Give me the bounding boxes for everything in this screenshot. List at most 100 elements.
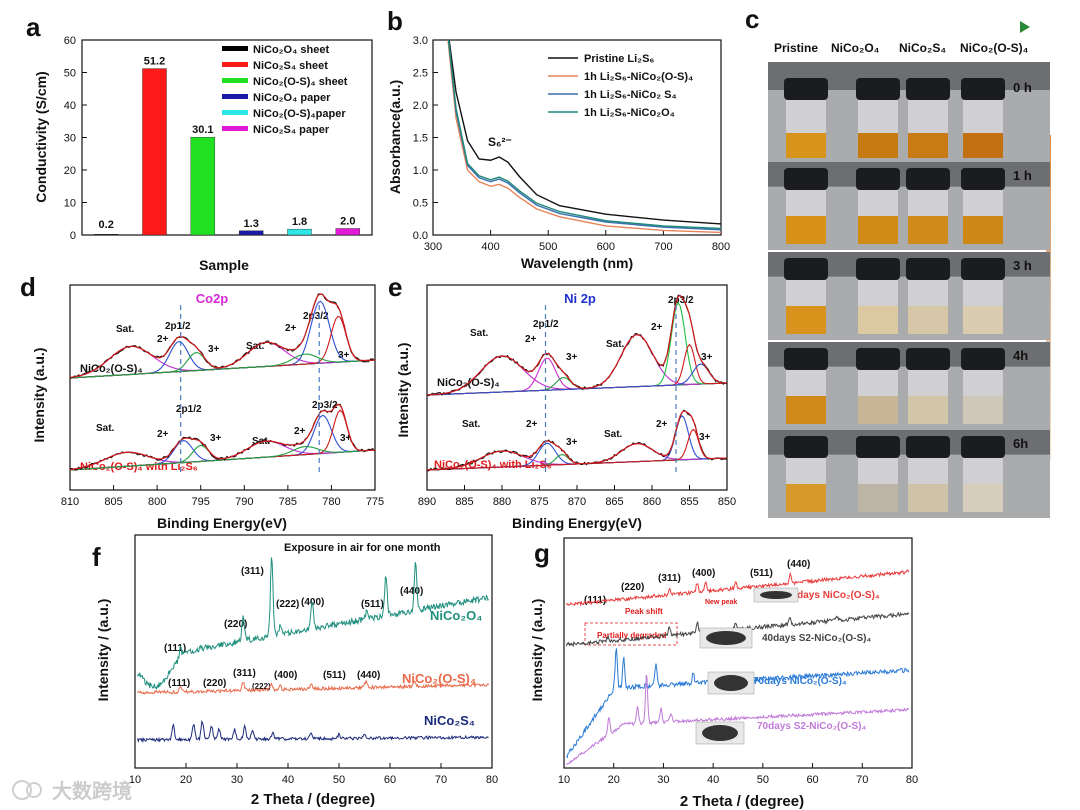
panel-label-g: g [534,538,550,568]
chart-a-legend-entry: NiCo₂S₄ sheet [253,60,328,72]
vial-cap [784,168,828,190]
xps-xtick-label: 795 [192,496,210,508]
xps-fit-envelope [426,294,728,396]
chart-a-ytick-label: 40 [64,100,76,112]
chart-d-peak-label: 3+ [338,350,350,361]
chart-g-series-label: 70days NiCo₂(O-S)₄ [753,676,847,687]
xps-fit-envelope [69,403,376,471]
chart-g-xrd-trace [566,674,910,765]
panel-label-c: c [745,4,759,34]
chart-b-legend-entry: Pristine Li₂S₆ [584,53,654,65]
chart-a-legend-entry: NiCo₂O₄ paper [253,92,331,104]
chart-g-xrd-trace [566,569,910,607]
chart-e-peak-label: 2+ [651,322,663,333]
chart-a-legend-entry: NiCo₂O₄ sheet [253,44,329,56]
panel-label-a: a [26,12,41,42]
chart-b-xlabel: Wavelength (nm) [521,255,633,271]
chart-g-plane: (220) [621,582,644,593]
chart-f-plane: (222) [276,599,299,610]
vial-solution [908,133,948,158]
chart-f-xlabel: 2 Theta / (degree) [251,791,375,808]
xps-xtick-label: 805 [104,496,122,508]
chart-d-peak-label: 2p3/2 [303,311,329,322]
time-label: 1 h [1013,168,1032,183]
xps-fit-envelope [69,293,376,379]
chart-e-peak-label: Sat. [462,419,481,430]
chart-a-legend-swatch [222,62,248,67]
chart-d-peak-label: 2p3/2 [312,400,338,411]
chart-a-legend-entry: NiCo₂(O-S)₄paper [253,108,346,120]
xps-xtick-label: 855 [680,496,698,508]
vial-solution [963,396,1003,424]
xps-fit-component [69,446,376,471]
chart-g-xtick-label: 20 [608,774,620,786]
chart-g-note: Peak shift [625,607,663,616]
xps-xtick-label: 890 [418,496,436,508]
xps-xtick-label: 880 [493,496,511,508]
chart-f-xtick-label: 40 [282,774,294,786]
vial-cap [784,436,828,458]
chart-f-plane: (400) [274,670,297,681]
chart-g-degraded-box [584,622,678,646]
chart-b-xtick-label: 400 [481,241,499,253]
vial-cap [961,348,1005,370]
chart-f-xrd-trace [137,680,490,695]
chart-f-series-label: NiCo₂S₄ [424,713,475,728]
vial-cap [961,78,1005,100]
vial-solution [786,396,826,424]
chart-f-plane: (111) [168,678,190,689]
chart-e: Intensity (a.u.) Binding Energy(eV) Ni 2… [395,284,736,531]
chart-e-peak-label: 3+ [566,437,578,448]
chart-b-xtick-label: 500 [539,241,557,253]
vial-solution [858,396,898,424]
time-label: 0 h [1013,80,1032,95]
chart-g-series-label: 40days NiCo₂(O-S)₄ [786,590,880,601]
chart-a-xlabel: Sample [199,257,249,273]
chart-b-series-line [447,39,722,230]
chart-e-peak-label: 2+ [526,419,538,430]
chart-a-ytick-label: 0 [70,230,76,242]
time-label: 6h [1013,436,1028,451]
chart-e-peak-label: 3+ [701,352,713,363]
chart-f-plane: (511) [361,599,384,610]
chart-f-title: Exposure in air for one month [284,542,441,554]
vial-solution [786,216,826,244]
chart-b-legend-entry: 1h Li₂S₆-NiCo₂ S₄ [584,89,677,101]
chart-f-xtick-label: 30 [231,774,243,786]
vial-cap [856,258,900,280]
chart-a-bar [142,68,167,236]
xps-xtick-label: 790 [235,496,253,508]
watermark-logo-icon [12,780,32,800]
vial-solution [858,133,898,158]
chart-b-ytick-label: 0.0 [413,230,428,242]
panel-label-e: e [388,272,402,302]
chart-g-ylabel: Intensity / (a.u.) [529,599,545,702]
chart-g-vial-inset-sample [760,591,792,599]
chart-b-legend-entry: 1h Li₂S₆-NiCo₂O₄ [584,107,675,119]
chart-f-plane: (220) [203,678,226,689]
chart-f-plane: (111) [164,643,186,654]
vial-solution [858,306,898,334]
chart-e-peak-label: 3+ [566,352,578,363]
xps-fit-envelope [426,410,728,471]
chart-g-xtick-label: 70 [856,774,868,786]
chart-f-plane: (311) [233,668,256,679]
vial-cap [784,348,828,370]
chart-f-plane: (511) [323,670,346,681]
chart-a-legend-entry: NiCo₂S₄ paper [253,124,330,136]
chart-e-peak-label: 2+ [525,334,537,345]
chart-d-peak-label: 2+ [294,426,306,437]
chart-d-peak-label: 2p1/2 [165,321,191,332]
chart-a-ytick-label: 30 [64,133,76,145]
chart-g-plane: (400) [692,568,715,579]
chart-a-value-label: 30.1 [192,124,213,136]
xps-fit-component [426,428,728,471]
chart-a-frame [81,39,373,236]
chart-d-xlabel: Binding Energy(eV) [157,515,287,531]
vial-cap [906,168,950,190]
chart-e-peak-label: Sat. [606,339,625,350]
chart-a-legend-swatch [222,126,248,131]
vial-cap [856,436,900,458]
chart-b-ytick-label: 1.5 [413,133,428,145]
chart-b-frame [432,39,722,236]
